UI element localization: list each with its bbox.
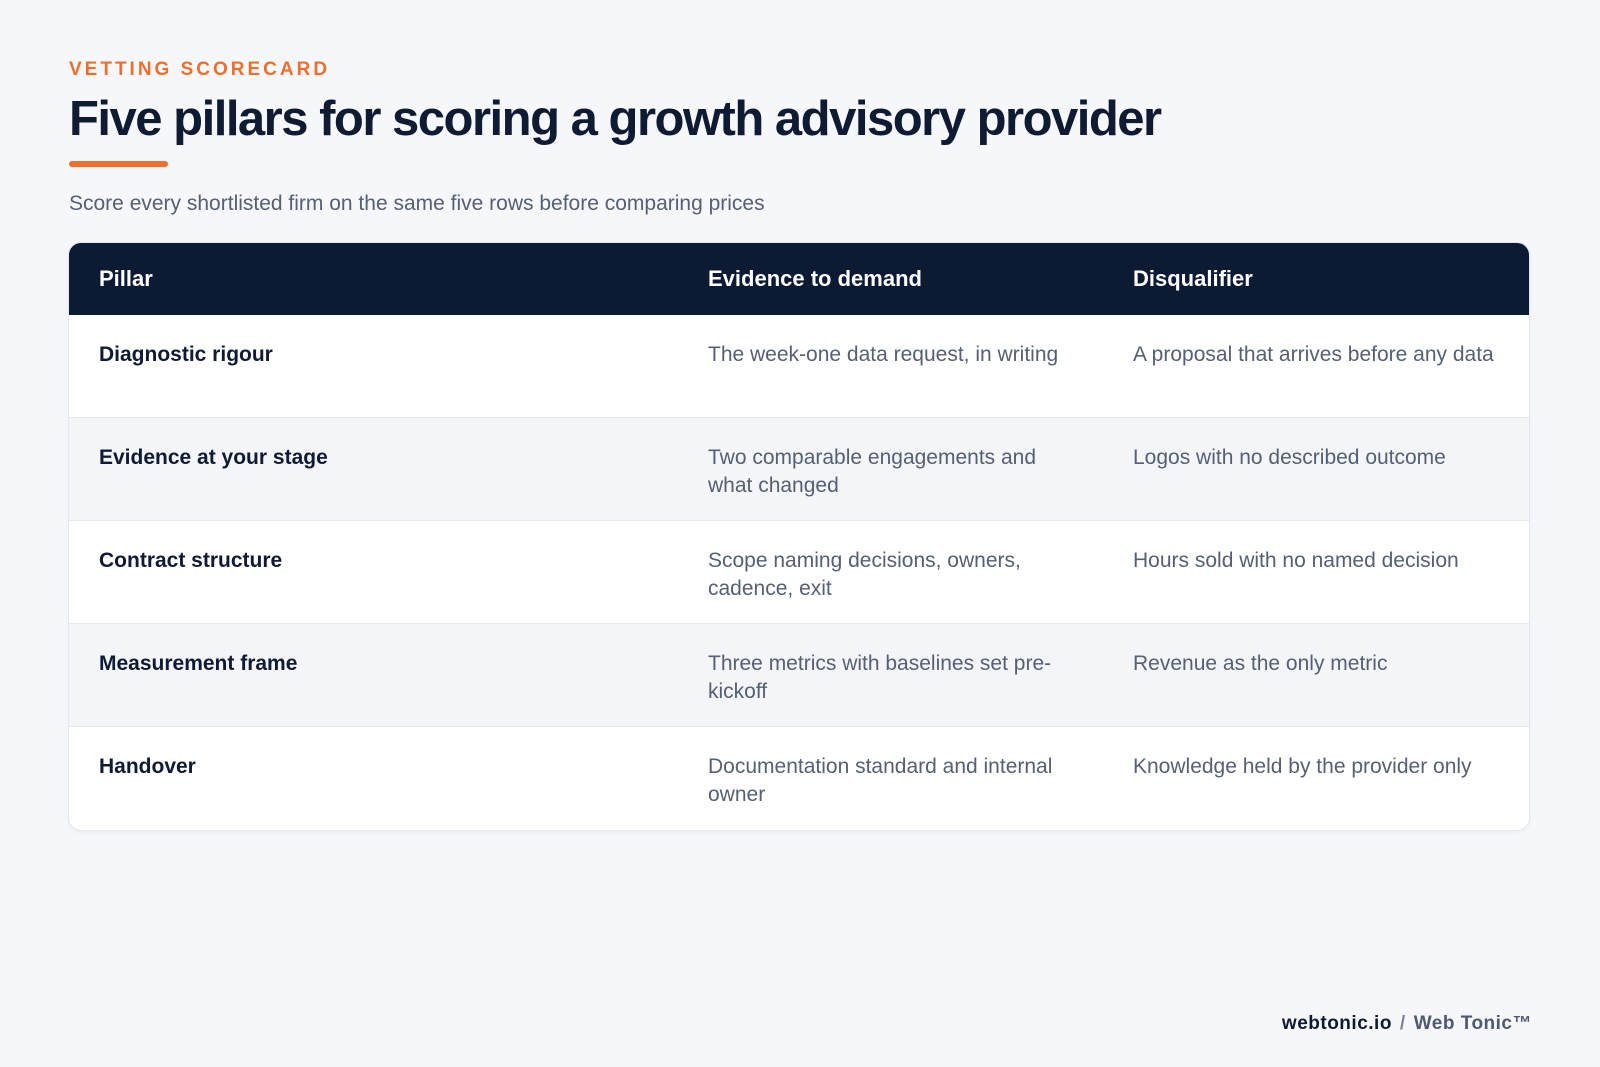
scorecard-table: Pillar Evidence to demand Disqualifier D… [69, 242, 1529, 830]
pillar-cell: Measurement frame [69, 623, 678, 727]
evidence-cell: Documentation standard and internal owne… [678, 726, 1103, 830]
disqualifier-cell: Revenue as the only metric [1103, 623, 1529, 727]
disqualifier-cell: Hours sold with no named decision [1103, 520, 1529, 624]
table-row: Measurement frame Three metrics with bas… [69, 623, 1529, 727]
pillar-cell: Contract structure [69, 520, 678, 624]
title-underline [69, 161, 168, 168]
scorecard-page: VETTING SCORECARD Five pillars for scori… [69, 58, 1530, 830]
pillar-cell: Evidence at your stage [69, 417, 678, 521]
table-row: Evidence at your stage Two comparable en… [69, 417, 1529, 521]
disqualifier-cell: Knowledge held by the provider only [1103, 726, 1529, 830]
column-header-disqualifier: Disqualifier [1133, 265, 1253, 291]
disqualifier-cell: Logos with no described outcome [1103, 417, 1529, 521]
evidence-cell: The week-one data request, in writing [708, 342, 1059, 366]
column-header-pillar: Pillar [99, 265, 153, 291]
table-row: Contract structure Scope naming decision… [69, 520, 1529, 624]
table-header-row: Pillar Evidence to demand Disqualifier [69, 242, 1529, 315]
pillar-cell: Diagnostic rigour [99, 342, 273, 366]
evidence-cell: Three metrics with baselines set pre-kic… [678, 623, 1103, 727]
footer-brand: Web Tonic™ [1413, 1013, 1532, 1034]
column-header-evidence: Evidence to demand [708, 265, 922, 291]
page-subtitle: Score every shortlisted firm on the same… [69, 192, 765, 216]
page-title: Five pillars for scoring a growth adviso… [69, 92, 1162, 146]
disqualifier-cell: A proposal that arrives before any data [1133, 342, 1494, 366]
footer-credit: webtonic.io / Web Tonic™ [1282, 1013, 1532, 1035]
scorecard-table-card: Pillar Evidence to demand Disqualifier D… [69, 242, 1529, 830]
footer-domain: webtonic.io [1281, 1013, 1392, 1034]
table-row: Handover Documentation standard and inte… [69, 726, 1529, 830]
evidence-cell: Scope naming decisions, owners, cadence,… [678, 520, 1103, 624]
footer-separator: / [1399, 1013, 1406, 1034]
pillar-cell: Handover [69, 726, 678, 830]
eyebrow-label: VETTING SCORECARD [69, 59, 331, 80]
evidence-cell: Two comparable engagements and what chan… [678, 417, 1103, 521]
table-row: Diagnostic rigour The week-one data requ… [69, 315, 1529, 418]
